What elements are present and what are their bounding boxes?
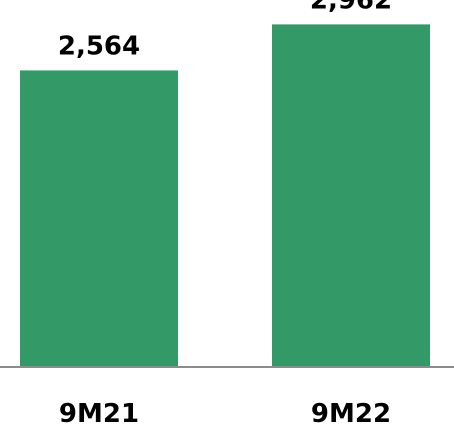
x-tick-labels-group: 9M21 9M22 (59, 399, 391, 425)
bar-9m22 (272, 24, 430, 367)
x-tick-label-9m21: 9M21 (59, 399, 139, 425)
value-label-9m22: 2,962 (310, 0, 392, 15)
bars-group (20, 24, 430, 367)
bar-9m21 (20, 70, 178, 367)
value-label-9m21: 2,564 (58, 31, 140, 61)
x-tick-label-9m22: 9M22 (311, 399, 391, 425)
